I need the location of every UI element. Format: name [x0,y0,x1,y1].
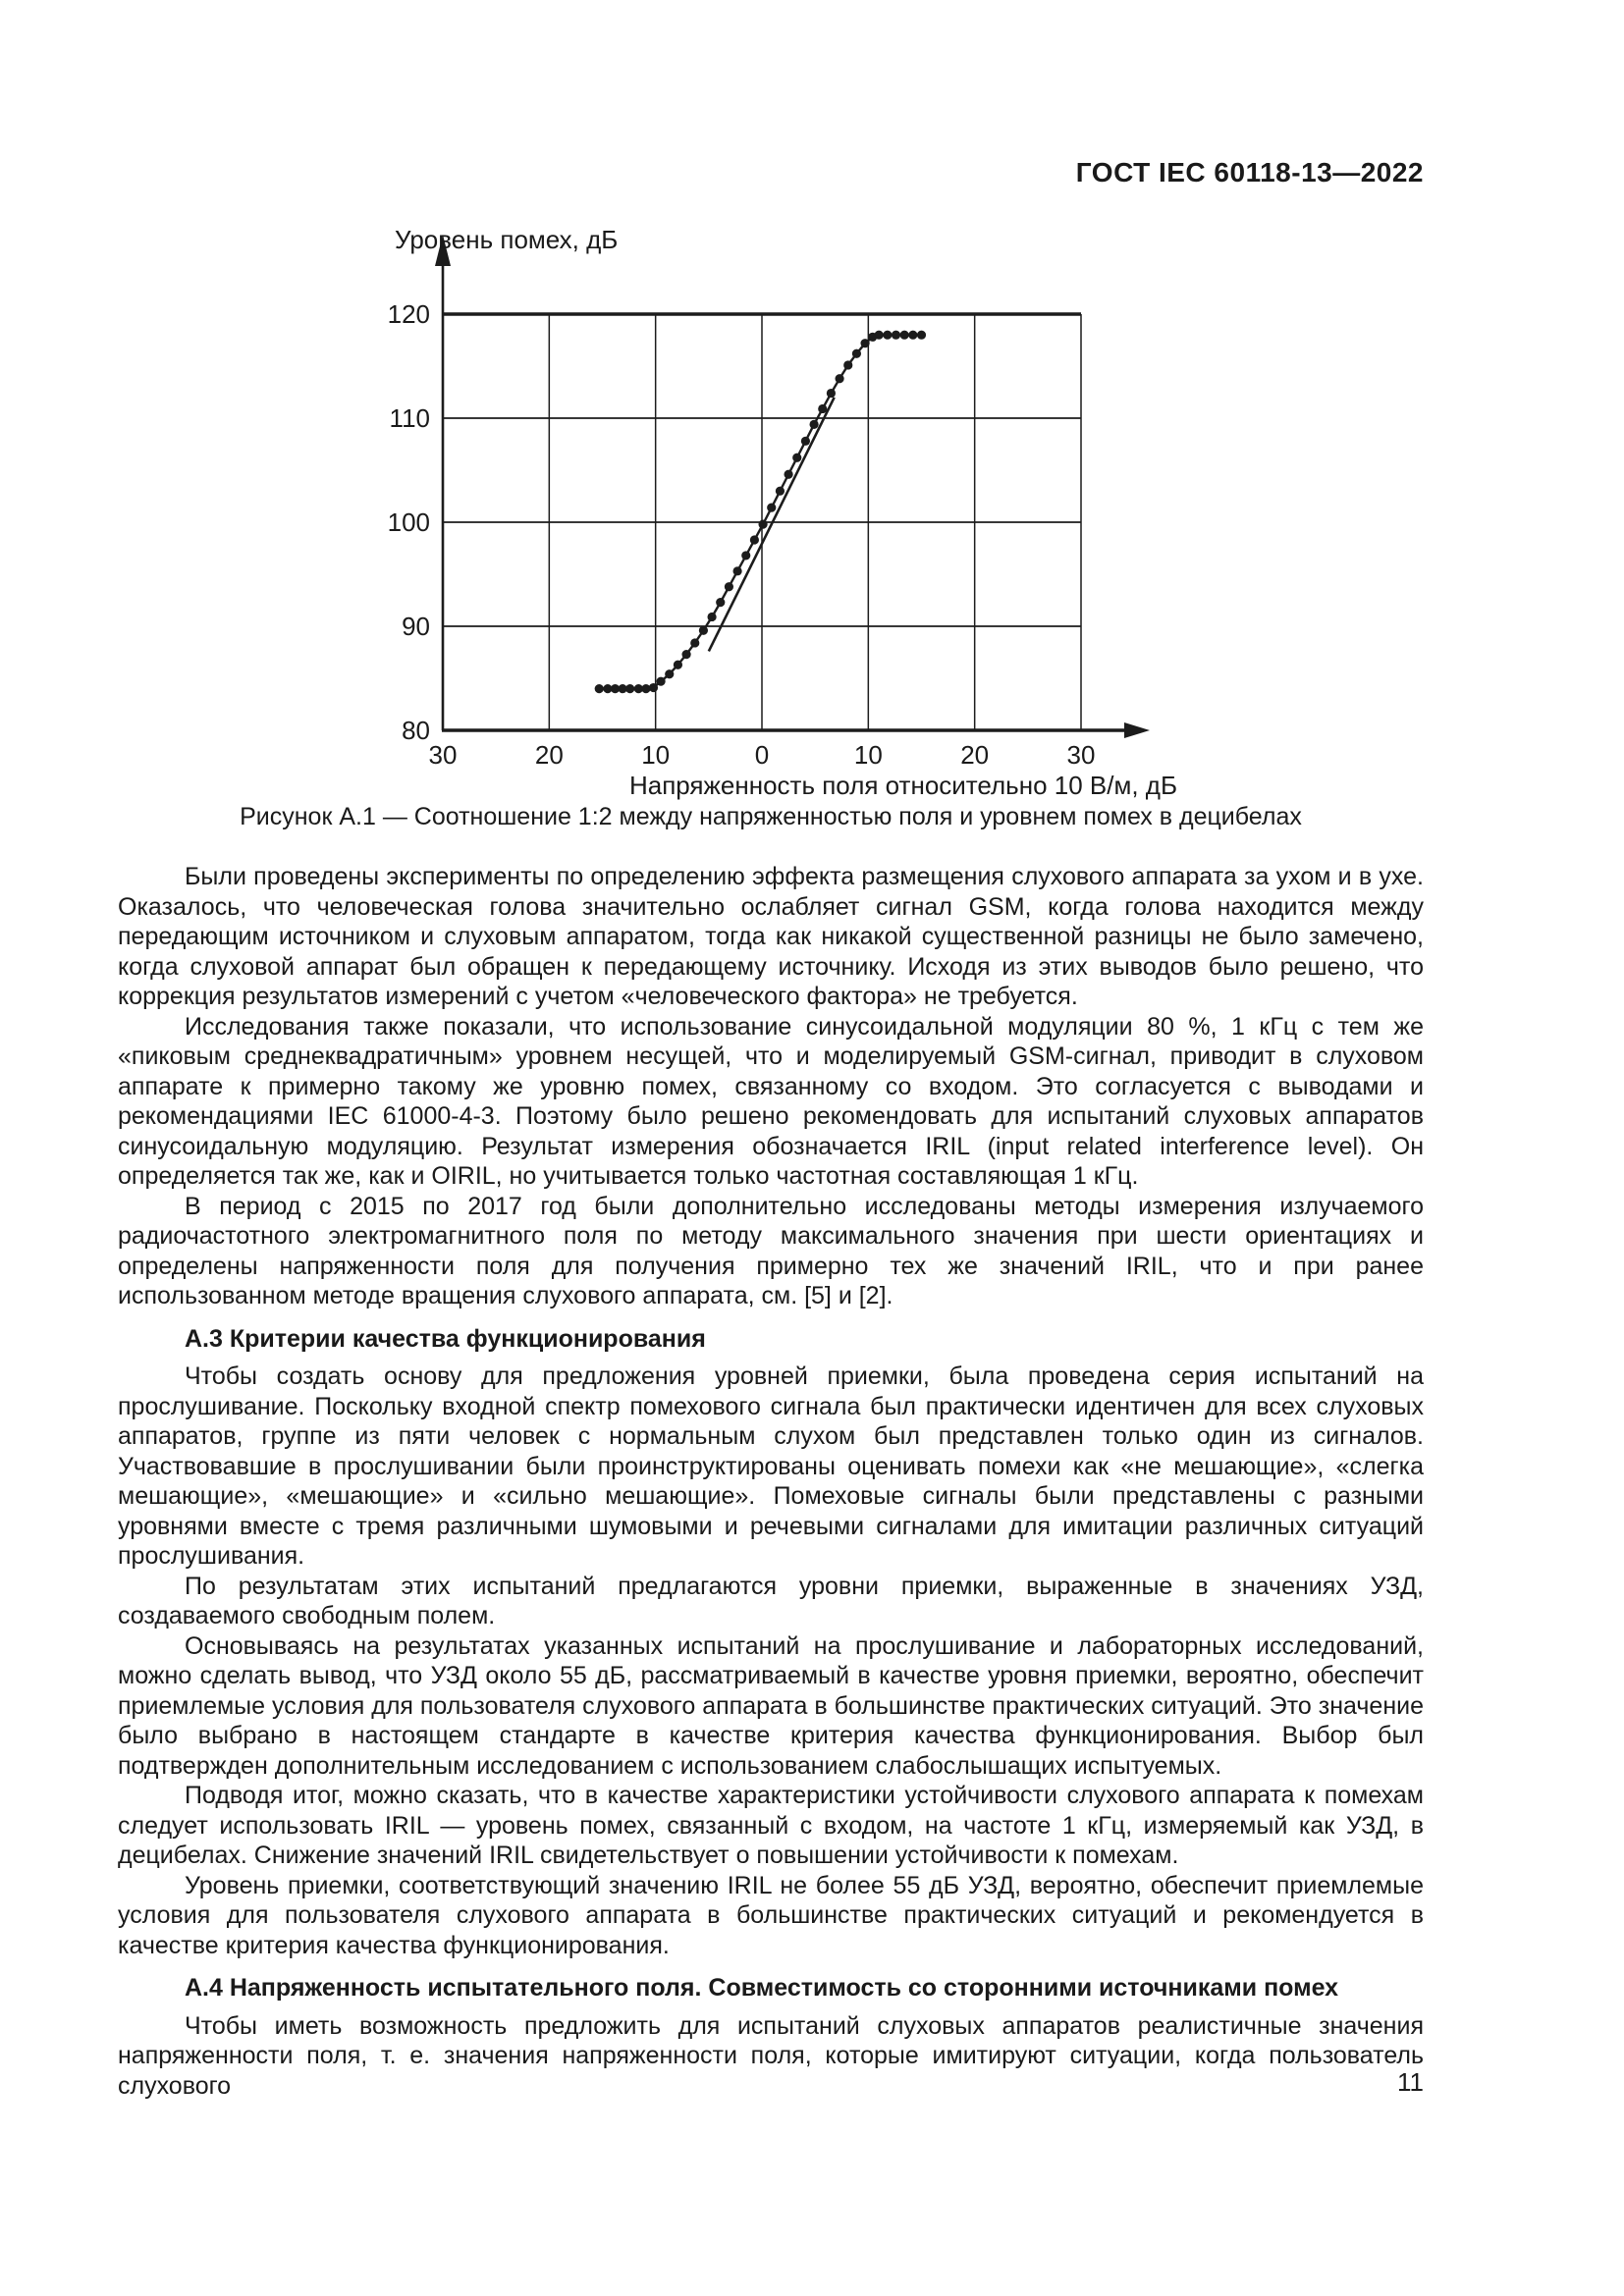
svg-text:20: 20 [535,740,564,770]
page-number: 11 [1397,2067,1424,2097]
body-paragraph: Чтобы создать основу для предложения уро… [118,1362,1424,1570]
section-heading-a4: А.4 Напряженность испытательного поля. С… [185,1974,1339,2002]
svg-text:0: 0 [755,740,769,770]
section-heading-a3: А.3 Критерии качества функционирования [185,1324,706,1353]
body-paragraph: Подводя итог, можно сказать, что в качес… [118,1782,1424,1869]
svg-text:80: 80 [402,716,430,745]
body-paragraph: Были проведены эксперименты по определен… [118,863,1424,1010]
svg-text:30: 30 [429,740,458,770]
svg-text:10: 10 [854,740,883,770]
svg-text:20: 20 [960,740,989,770]
figure-a1-chart: 80 90 100 110 120 30 20 10 0 10 20 30 Уровень помех,… [324,221,1188,810]
document-body: Были проведены эксперименты по определен… [118,862,1424,2101]
svg-text:30: 30 [1067,740,1096,770]
svg-text:120: 120 [388,299,430,329]
body-paragraph: Чтобы иметь возможность предложить для и… [118,2011,1424,2100]
body-paragraph: Основываясь на результатах указанных исп… [118,1631,1424,1780]
body-paragraph: Уровень приемки, соответствующий значени… [118,1871,1424,1959]
svg-text:10: 10 [641,740,670,770]
svg-text:110: 110 [390,403,430,433]
figure-caption: Рисунок А.1 — Соотношение 1:2 между напр… [240,803,1302,830]
svg-text:Напряженность поля относительн: Напряженность поля относительно 10 В/м, … [629,771,1177,800]
body-paragraph: Исследования также показали, что использ… [118,1012,1424,1191]
standard-designation-header: ГОСТ IEC 60118-13—2022 [1075,157,1424,187]
svg-text:90: 90 [402,612,430,641]
body-paragraph: В период с 2015 по 2017 год были дополни… [118,1192,1424,1310]
svg-text:100: 100 [388,507,430,537]
svg-text:Уровень помех, дБ: Уровень помех, дБ [395,225,618,254]
body-paragraph: По результатам этих испытаний предлагают… [118,1572,1424,1630]
